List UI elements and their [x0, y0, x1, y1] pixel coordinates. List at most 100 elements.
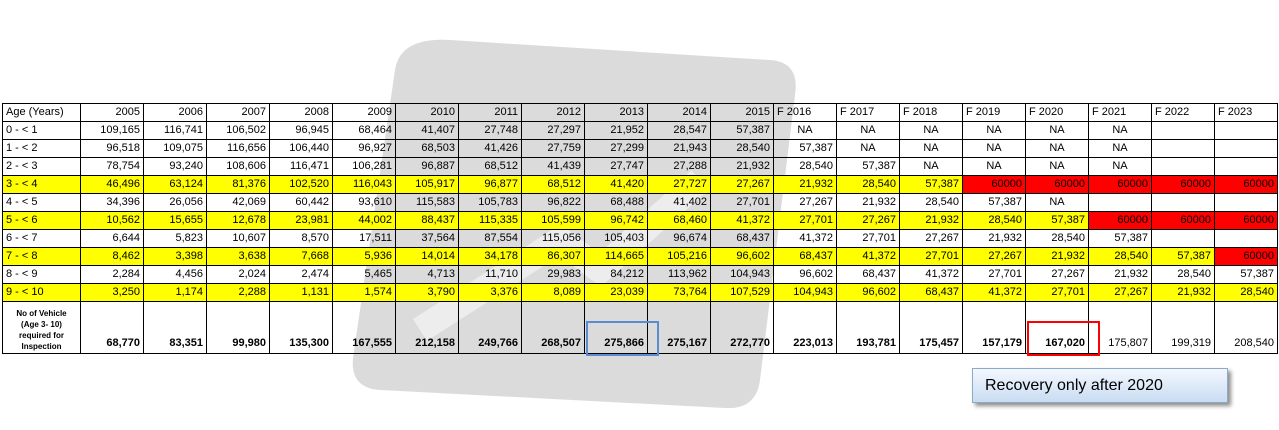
value-cell: 115,335: [458, 211, 522, 230]
value-cell: 27,701: [710, 193, 774, 212]
value-cell: NA: [899, 157, 963, 176]
value-cell: 96,674: [647, 229, 711, 248]
value-cell: 96,602: [773, 265, 837, 284]
value-cell: [1151, 193, 1215, 212]
value-cell: NA: [1025, 157, 1089, 176]
value-cell: 3,398: [143, 247, 207, 266]
value-cell: 1,174: [143, 283, 207, 302]
data-row: 7 - < 8 8,462 3,398 3,638 7,668 5,936 14,014 34…: [2, 247, 1278, 266]
total-cell: 268,507: [521, 301, 585, 354]
value-cell: 27,701: [836, 229, 900, 248]
value-cell: NA: [899, 121, 963, 140]
value-cell: 21,932: [1088, 265, 1152, 284]
header-cell: 2006: [143, 103, 207, 122]
age-cell: 3 - < 4: [2, 175, 81, 194]
value-cell: 21,932: [773, 175, 837, 194]
value-cell: 27,759: [521, 139, 585, 158]
value-cell: 96,887: [395, 157, 459, 176]
value-cell: 60000: [1214, 211, 1278, 230]
total-cell: 249,766: [458, 301, 522, 354]
value-cell: [1151, 229, 1215, 248]
value-cell: 26,056: [143, 193, 207, 212]
data-row: 1 - < 2 96,518 109,075 116,656 106,440 96,927…: [2, 139, 1278, 158]
value-cell: 4,456: [143, 265, 207, 284]
value-cell: [1214, 139, 1278, 158]
value-cell: 28,540: [773, 157, 837, 176]
value-cell: 27,288: [647, 157, 711, 176]
value-cell: 28,540: [1214, 283, 1278, 302]
header-cell: F 2017: [836, 103, 900, 122]
value-cell: 27,299: [584, 139, 648, 158]
value-cell: 27,748: [458, 121, 522, 140]
value-cell: 21,932: [962, 229, 1026, 248]
value-cell: 57,387: [1214, 265, 1278, 284]
value-cell: 3,790: [395, 283, 459, 302]
header-cell: 2011: [458, 103, 522, 122]
value-cell: 57,387: [1088, 229, 1152, 248]
total-label-line: (Age 3- 10): [21, 320, 62, 329]
value-cell: 21,943: [647, 139, 711, 158]
value-cell: 3,638: [206, 247, 270, 266]
value-cell: 105,783: [458, 193, 522, 212]
value-cell: 68,488: [584, 193, 648, 212]
total-cell: 99,980: [206, 301, 270, 354]
value-cell: 2,284: [80, 265, 144, 284]
value-cell: 93,610: [332, 193, 396, 212]
value-cell: 27,727: [647, 175, 711, 194]
value-cell: 57,387: [962, 193, 1026, 212]
value-cell: 96,877: [458, 175, 522, 194]
value-cell: NA: [773, 121, 837, 140]
value-cell: 68,437: [773, 247, 837, 266]
value-cell: 28,540: [1151, 265, 1215, 284]
value-cell: 1,574: [332, 283, 396, 302]
value-cell: 68,437: [899, 283, 963, 302]
value-cell: 4,713: [395, 265, 459, 284]
value-cell: 102,520: [269, 175, 333, 194]
value-cell: 2,288: [206, 283, 270, 302]
value-cell: 8,089: [521, 283, 585, 302]
value-cell: 27,701: [962, 265, 1026, 284]
value-cell: 21,932: [1025, 247, 1089, 266]
header-cell: F 2018: [899, 103, 963, 122]
value-cell: 68,437: [710, 229, 774, 248]
value-cell: 27,267: [836, 211, 900, 230]
value-cell: 27,267: [773, 193, 837, 212]
header-cell: F 2016: [773, 103, 837, 122]
header-cell: 2013: [584, 103, 648, 122]
total-cell: 83,351: [143, 301, 207, 354]
value-cell: 68,512: [521, 175, 585, 194]
value-cell: 27,747: [584, 157, 648, 176]
value-cell: 104,943: [710, 265, 774, 284]
total-cell: 275,866: [584, 301, 648, 354]
value-cell: 105,216: [647, 247, 711, 266]
age-cell: 5 - < 6: [2, 211, 81, 230]
value-cell: 29,983: [521, 265, 585, 284]
callout: Recovery only after 2020: [972, 368, 1228, 403]
age-cell: 2 - < 3: [2, 157, 81, 176]
value-cell: 60000: [1214, 247, 1278, 266]
value-cell: 15,655: [143, 211, 207, 230]
header-cell: 2008: [269, 103, 333, 122]
total-cell: 167,555: [332, 301, 396, 354]
value-cell: 96,822: [521, 193, 585, 212]
value-cell: 3,250: [80, 283, 144, 302]
value-cell: NA: [836, 139, 900, 158]
value-cell: 63,124: [143, 175, 207, 194]
value-cell: 41,402: [647, 193, 711, 212]
value-cell: NA: [1025, 139, 1089, 158]
value-cell: 84,212: [584, 265, 648, 284]
value-cell: 27,267: [1025, 265, 1089, 284]
value-cell: 60000: [962, 175, 1026, 194]
value-cell: 60,442: [269, 193, 333, 212]
value-cell: 21,932: [899, 211, 963, 230]
value-cell: 109,165: [80, 121, 144, 140]
value-cell: NA: [1088, 139, 1152, 158]
total-cell: 272,770: [710, 301, 774, 354]
value-cell: 21,932: [1151, 283, 1215, 302]
age-cell: 1 - < 2: [2, 139, 81, 158]
value-cell: 10,607: [206, 229, 270, 248]
value-cell: 27,267: [710, 175, 774, 194]
header-cell: 2010: [395, 103, 459, 122]
data-row: 9 - < 10 3,250 1,174 2,288 1,131 1,574 3,790 3,…: [2, 283, 1278, 302]
header-cell: 2012: [521, 103, 585, 122]
